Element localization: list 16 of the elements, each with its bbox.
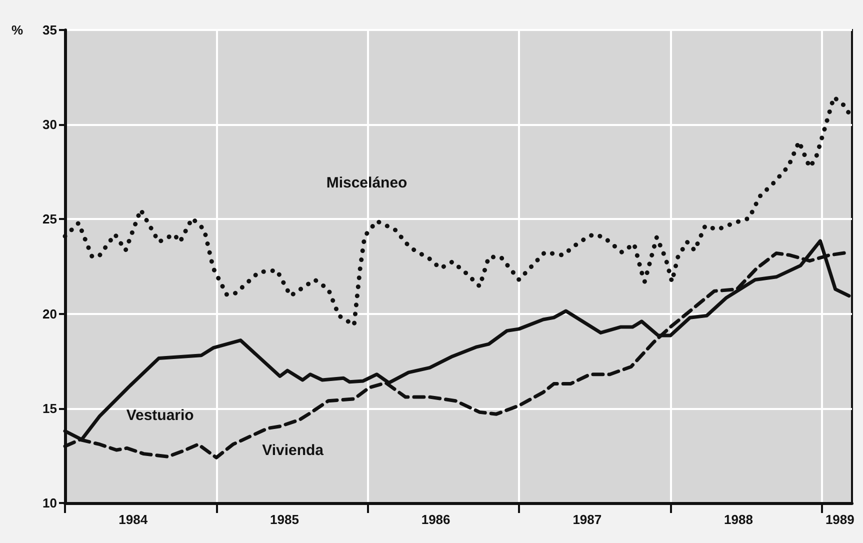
y-tick-label: 15 <box>42 400 57 416</box>
text: Misceláneo <box>326 174 408 192</box>
series-label: Vestuario <box>126 407 194 424</box>
x-tick-label: 1989 <box>825 512 854 527</box>
x-tick-label: 1988 <box>724 512 753 527</box>
y-tick-label: 30 <box>42 117 57 132</box>
x-tick-label: 1986 <box>421 512 450 527</box>
y-tick-label: 25 <box>42 212 57 227</box>
series-label: Vivienda <box>262 442 324 459</box>
y-tick-label: 35 <box>42 22 57 38</box>
x-tick-label: 1985 <box>270 512 299 527</box>
y-tick-label: 20 <box>42 306 57 322</box>
x-tick-label: 1987 <box>572 512 602 527</box>
x-tick-label: 1984 <box>118 512 148 527</box>
y-axis-title: % <box>11 22 24 38</box>
y-tick-label: 10 <box>42 496 57 510</box>
